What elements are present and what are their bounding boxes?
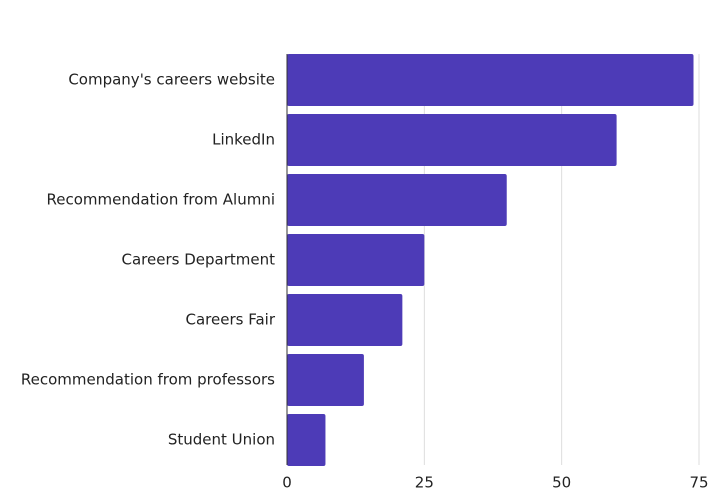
x-tick-label: 50	[552, 474, 571, 490]
y-tick-label: Company's careers website	[68, 71, 275, 89]
y-tick-label: Careers Fair	[186, 311, 276, 329]
bar	[287, 234, 425, 286]
x-tick-label: 25	[415, 474, 434, 490]
y-tick-label: Careers Department	[122, 251, 276, 269]
x-tick-label: 0	[282, 474, 292, 490]
bar	[287, 294, 403, 346]
y-tick-label: Recommendation from professors	[21, 371, 275, 389]
x-tick-label: 75	[689, 474, 708, 490]
bar	[287, 114, 617, 166]
bar	[287, 174, 507, 226]
y-tick-label: LinkedIn	[212, 131, 275, 149]
y-tick-label: Student Union	[168, 431, 275, 449]
bar	[287, 354, 364, 406]
bar	[287, 54, 694, 106]
y-tick-label: Recommendation from Alumni	[47, 191, 275, 209]
bar	[287, 414, 326, 466]
